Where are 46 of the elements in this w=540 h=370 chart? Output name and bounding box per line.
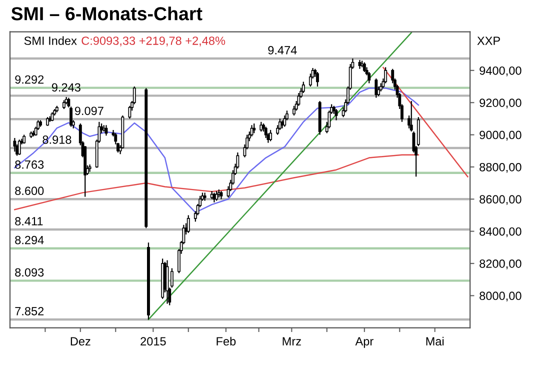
candlestick	[18, 139, 21, 156]
candlestick	[252, 122, 256, 134]
candlestick	[128, 105, 132, 120]
x-tick-label: Dez	[70, 337, 90, 346]
candlestick	[410, 100, 413, 132]
text: XXP	[477, 36, 500, 45]
ref-line-label: 8.093	[15, 268, 44, 277]
ref-line-label: 7.852	[15, 306, 44, 316]
candlestick	[283, 114, 286, 128]
y-tick-label: 9400,00	[480, 66, 522, 76]
ref-line-label: 9.292	[15, 75, 44, 84]
ref-line-label: 8.411	[15, 217, 43, 226]
candlestick	[368, 71, 371, 84]
chart-title: SMI – 6-Monats-Chart	[11, 6, 202, 20]
ref-line-label: 9.243	[52, 83, 80, 92]
y-tick-label: 8200,00	[480, 260, 522, 270]
y-tick-label: 9200,00	[480, 98, 522, 108]
candlestick	[384, 66, 388, 84]
annotation: C:9093,33 +219,78 +2,48%	[82, 36, 226, 46]
candlestick	[374, 78, 378, 98]
candlestick	[334, 108, 338, 121]
candlestick	[292, 105, 296, 116]
ref-line-label: 9.097	[74, 106, 104, 116]
candlestick	[302, 81, 305, 94]
candlestick	[260, 121, 263, 132]
x-tick-label: Mrz	[282, 337, 301, 346]
candlestick	[297, 92, 300, 106]
x-tick-label: 2015	[140, 337, 166, 346]
candlestick	[88, 164, 92, 172]
y-tick-label: 9000,00	[480, 130, 522, 141]
candlestick	[186, 214, 190, 234]
candlestick	[170, 268, 174, 288]
candlestick	[215, 190, 218, 202]
x-tick-label: Feb	[216, 336, 236, 346]
candlestick	[278, 118, 282, 131]
ref-line-label: 8.294	[15, 236, 44, 244]
y-tick-label: 8000,00	[480, 292, 522, 302]
candlestick	[13, 137, 16, 152]
annotation: SMI Index	[24, 36, 77, 45]
y-tick-label: 8600,00	[480, 195, 522, 205]
ref-line-label: 8.600	[15, 186, 44, 196]
y-tick-label: 8800,00	[480, 162, 522, 173]
x-tick-label: Apr	[355, 337, 374, 348]
y-tick-label: 8400,00	[480, 227, 522, 238]
ref-line-label: 9.474	[268, 46, 297, 54]
x-tick-label: Mai	[426, 336, 444, 346]
